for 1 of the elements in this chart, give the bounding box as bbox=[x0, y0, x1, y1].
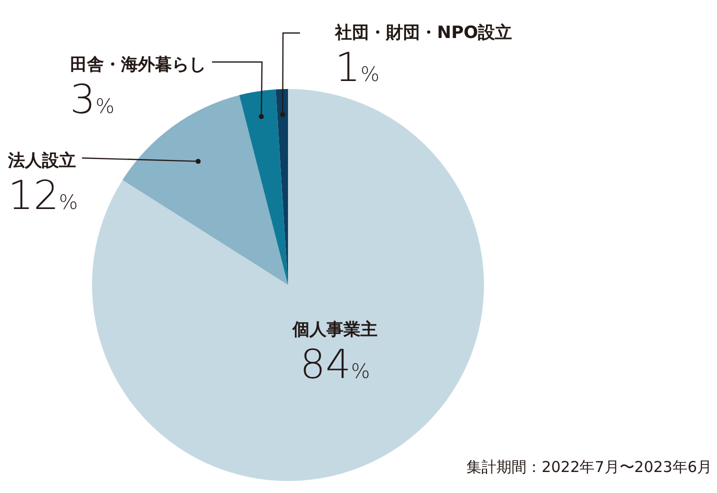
text: 集計期間：2022年7月〜2023年6月 bbox=[466, 458, 712, 476]
